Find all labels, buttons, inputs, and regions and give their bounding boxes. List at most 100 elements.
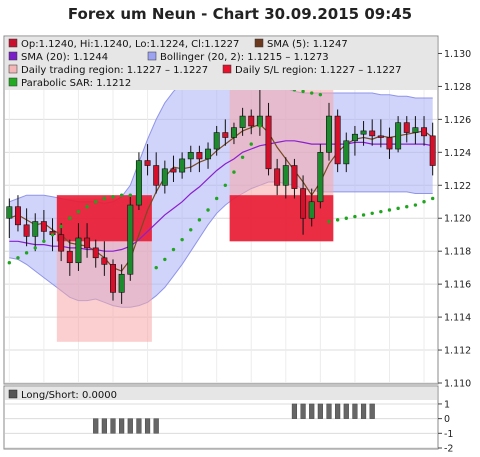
candle-body: [386, 137, 393, 150]
y-tick-label: 1.122: [444, 181, 471, 192]
candle-body: [230, 127, 237, 138]
long-short-bar: [343, 403, 349, 419]
sar-point: [258, 124, 262, 128]
candle-layer: [6, 84, 436, 304]
sar-point: [206, 208, 210, 212]
candle-body: [222, 132, 229, 138]
long-short-bar: [309, 403, 315, 419]
y-tick-label: 1.114: [444, 313, 471, 324]
main-y-axis: 1.130 1.128 1.126 1.124 1.122 1.120 1.118 1.116…: [438, 49, 471, 390]
sar-point: [370, 211, 374, 215]
ls-tick-label: -2: [444, 444, 453, 455]
chart-legend: Op:1.1240, Hi:1.1240, Lo:1.1224, Cl:1.12…: [8, 38, 401, 89]
legend-entry: Parabolic SAR: 1.1212: [21, 78, 131, 89]
candle-body: [170, 168, 177, 173]
candle-body: [291, 165, 298, 189]
legend-swatch: [8, 64, 18, 74]
y-tick-label: 1.110: [444, 379, 471, 390]
legend-entry: Daily trading region: 1.1227 – 1.1227: [21, 65, 208, 76]
sar-point: [301, 89, 305, 94]
long-short-bar: [127, 418, 133, 434]
candle-body: [213, 132, 220, 150]
y-tick-label: 1.116: [444, 280, 471, 291]
candle-body: [300, 188, 307, 219]
y-tick-label: 1.124: [444, 148, 471, 159]
sar-point: [396, 206, 400, 211]
sar-point: [249, 142, 253, 146]
candle-body: [334, 115, 341, 165]
long-short-bar: [110, 418, 116, 434]
parabolic-sar-layer: [7, 78, 435, 270]
candle-body: [179, 158, 186, 173]
long-short-bar: [360, 403, 367, 419]
long-short-bar: [101, 418, 107, 434]
candle-body: [144, 160, 151, 166]
candle-body: [153, 165, 160, 186]
candle-body: [429, 135, 436, 166]
long-short-bar: [369, 403, 375, 419]
sar-point: [76, 209, 81, 214]
long-short-bar: [93, 418, 99, 434]
candle-body: [265, 115, 272, 170]
candle-body: [161, 168, 168, 186]
sar-point: [413, 203, 418, 207]
sar-point: [111, 195, 115, 199]
long-short-bar: [144, 418, 151, 434]
candle-body: [282, 165, 289, 186]
sar-point: [387, 208, 392, 212]
sar-point: [422, 200, 426, 204]
sar-point: [154, 265, 158, 270]
y-tick-label: 1.128: [444, 82, 471, 93]
legend-swatch: [254, 38, 264, 48]
candle-body: [360, 130, 367, 135]
sar-point: [189, 228, 193, 232]
candle-body: [274, 168, 281, 186]
candle-body: [187, 152, 194, 160]
candle-body: [248, 115, 255, 127]
sar-point: [102, 196, 107, 201]
candle-body: [343, 140, 350, 165]
legend-entry: SMA (20): 1.1244: [21, 52, 108, 63]
candle-body: [118, 273, 125, 293]
candle-body: [369, 130, 376, 137]
sar-point: [7, 261, 12, 265]
sar-point: [119, 193, 124, 197]
candle-body: [421, 127, 428, 137]
candle-body: [23, 224, 30, 237]
candle-body: [92, 247, 99, 259]
candle-body: [403, 122, 410, 133]
long-short-bar: [326, 403, 332, 419]
legend-swatch: [8, 51, 18, 61]
candle-body: [317, 152, 324, 203]
sar-point: [94, 200, 98, 204]
chart-title: Forex um Neun - Chart 30.09.2015 09:45: [68, 5, 412, 23]
candle-body: [351, 133, 358, 142]
sar-point: [361, 213, 366, 217]
y-tick-label: 1.118: [444, 247, 471, 258]
ls-tick-label: -1: [444, 429, 453, 440]
candle-body: [239, 115, 246, 128]
sar-point: [335, 218, 340, 222]
sar-point: [171, 247, 176, 252]
legend-swatch: [222, 64, 232, 74]
long-short-bars: [93, 403, 375, 434]
sar-point: [327, 219, 331, 224]
legend-entry: Daily S/L region: 1.1227 – 1.1227: [235, 65, 401, 76]
legend-entry: Op:1.1240, Hi:1.1240, Lo:1.1224, Cl:1.12…: [21, 39, 239, 50]
legend-swatch: [8, 38, 18, 48]
candle-body: [32, 221, 39, 237]
long-short-bar: [153, 418, 159, 434]
candle-body: [135, 160, 142, 206]
candle-body: [75, 237, 82, 264]
long-short-legend-box: [5, 387, 437, 400]
candle-body: [377, 135, 384, 138]
candle-body: [395, 122, 402, 150]
legend-swatch: [8, 77, 18, 87]
sar-point: [318, 92, 323, 97]
y-tick-label: 1.130: [444, 49, 471, 60]
long-short-bar: [335, 403, 341, 419]
candle-body: [308, 201, 315, 219]
long-short-bar: [352, 403, 358, 419]
sar-point: [310, 91, 314, 95]
